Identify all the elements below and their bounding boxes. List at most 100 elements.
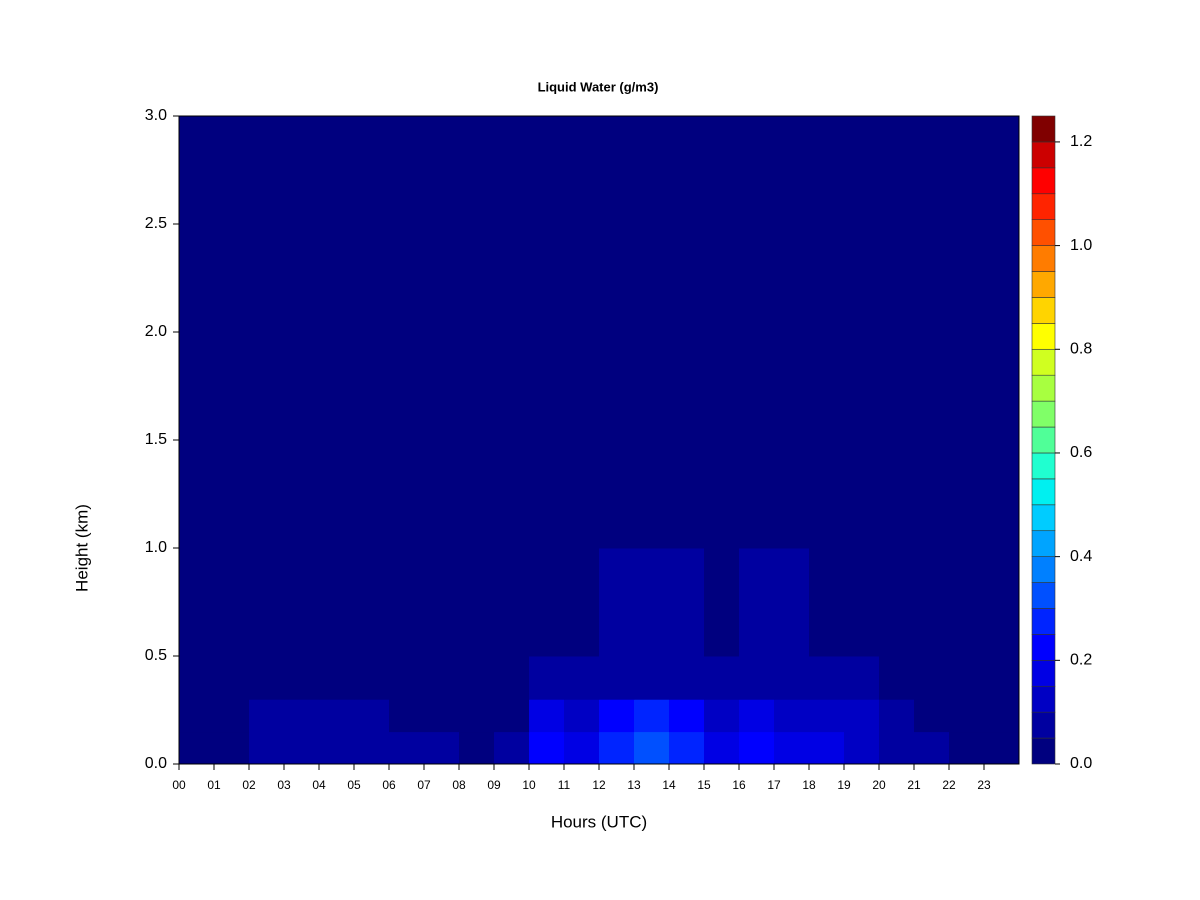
heatmap-cell xyxy=(249,548,285,657)
heatmap-cell xyxy=(214,656,250,700)
colorbar-bin xyxy=(1031,193,1056,220)
heatmap-cell xyxy=(984,731,1020,765)
y-tick-label: 2.0 xyxy=(145,323,167,340)
heatmap-cell xyxy=(739,699,775,733)
heatmap-cell xyxy=(914,699,950,733)
heatmap-cell xyxy=(564,548,600,657)
heatmap-cell xyxy=(844,731,880,765)
x-tick-label: 10 xyxy=(522,778,536,792)
heatmap-cell xyxy=(564,699,600,733)
heatmap-cell xyxy=(599,116,635,549)
colorbar-tick-label: 0.2 xyxy=(1070,652,1092,669)
chart-title: Liquid Water (g/m3) xyxy=(538,79,659,94)
heatmap-cell xyxy=(214,116,250,549)
colorbar-bin xyxy=(1031,426,1056,454)
heatmap-cell xyxy=(914,656,950,700)
colorbar-tick-label: 1.2 xyxy=(1070,133,1092,150)
x-tick-label: 00 xyxy=(172,778,186,792)
x-tick-label: 14 xyxy=(662,778,676,792)
x-tick-label: 15 xyxy=(697,778,711,792)
colorbar-tick-label: 1.0 xyxy=(1070,237,1092,254)
heatmap-cell xyxy=(599,656,635,700)
heatmap-cell xyxy=(634,656,670,700)
heatmap-cell xyxy=(214,699,250,733)
colorbar-bin xyxy=(1031,530,1056,557)
heatmap-cell xyxy=(774,731,810,765)
heatmap-cell xyxy=(494,548,530,657)
heatmap-cell xyxy=(354,116,390,549)
heatmap-cell xyxy=(319,699,355,733)
heatmap-cell xyxy=(739,731,775,765)
colorbar-tick-label: 0.0 xyxy=(1070,755,1092,772)
x-tick-label: 01 xyxy=(207,778,221,792)
heatmap-cell xyxy=(669,116,705,549)
x-tick-label: 04 xyxy=(312,778,326,792)
heatmap-cell xyxy=(179,548,215,657)
heatmap-cell xyxy=(634,731,670,765)
x-tick-label: 19 xyxy=(837,778,851,792)
heatmap-cell xyxy=(914,548,950,657)
colorbar-bin xyxy=(1031,634,1056,661)
colorbar-bin xyxy=(1031,141,1056,169)
heatmap-cell xyxy=(704,116,740,549)
heatmap-cell xyxy=(284,656,320,700)
colorbar-bin xyxy=(1031,504,1056,532)
colorbar-bin xyxy=(1031,271,1056,298)
heatmap-cell xyxy=(284,116,320,549)
heatmap-cell xyxy=(424,656,460,700)
y-tick-label: 2.5 xyxy=(145,215,167,232)
colorbar-bin xyxy=(1031,478,1056,506)
heatmap-cell xyxy=(459,116,495,549)
heatmap-cell xyxy=(949,656,985,700)
heatmap-cell xyxy=(984,116,1020,549)
heatmap-cell xyxy=(459,699,495,733)
heatmap-cell xyxy=(494,116,530,549)
heatmap-cell xyxy=(424,699,460,733)
heatmap-cell xyxy=(459,656,495,700)
heatmap-cell xyxy=(599,731,635,765)
colorbar-bin xyxy=(1031,685,1056,713)
colorbar-bin xyxy=(1031,323,1056,350)
colorbar-bin xyxy=(1031,660,1056,687)
heatmap-cell xyxy=(249,731,285,765)
heatmap-cell xyxy=(249,656,285,700)
heatmap-cell xyxy=(424,548,460,657)
heatmap-cell xyxy=(319,656,355,700)
heatmap-cell xyxy=(669,656,705,700)
heatmap-cell xyxy=(494,699,530,733)
heatmap-cell xyxy=(319,731,355,765)
heatmap-cell xyxy=(599,548,635,657)
heatmap-cell xyxy=(179,731,215,765)
heatmap-cell xyxy=(879,548,915,657)
colorbar-tick-label: 0.6 xyxy=(1070,444,1092,461)
heatmap-cell xyxy=(914,731,950,765)
y-tick-label: 1.0 xyxy=(145,539,167,556)
x-tick-label: 17 xyxy=(767,778,781,792)
heatmap-cell xyxy=(704,699,740,733)
colorbar-bin xyxy=(1031,348,1056,376)
heatmap-cell xyxy=(634,548,670,657)
heatmap-cell xyxy=(879,731,915,765)
heatmap-cell xyxy=(354,699,390,733)
heatmap-cell xyxy=(949,731,985,765)
x-tick-label: 21 xyxy=(907,778,921,792)
heatmap-cell xyxy=(774,656,810,700)
heatmap-cell xyxy=(564,656,600,700)
heatmap-cell xyxy=(319,548,355,657)
heatmap-cell xyxy=(529,731,565,765)
heatmap-cell xyxy=(564,731,600,765)
heatmap-cell xyxy=(704,548,740,657)
heatmap-cell xyxy=(179,656,215,700)
heatmap-cell xyxy=(599,699,635,733)
heatmap-cell xyxy=(424,731,460,765)
heatmap-cell xyxy=(704,731,740,765)
heatmap-cell xyxy=(809,548,845,657)
colorbar-bin xyxy=(1031,711,1056,739)
colorbar-bin xyxy=(1031,400,1056,428)
heatmap-cell xyxy=(179,116,215,549)
x-tick-label: 08 xyxy=(452,778,466,792)
x-tick-label: 23 xyxy=(977,778,991,792)
heatmap-cell xyxy=(809,656,845,700)
heatmap-cell xyxy=(634,699,670,733)
